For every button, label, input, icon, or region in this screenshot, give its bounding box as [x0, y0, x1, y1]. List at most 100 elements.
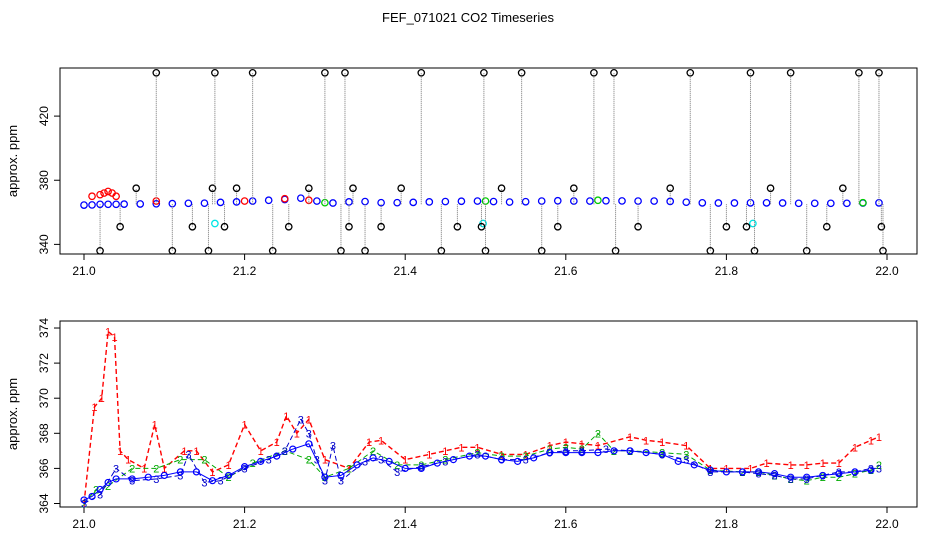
- point-marker: 1: [378, 435, 384, 447]
- point-marker: 1: [111, 332, 117, 344]
- point-marker: 2: [322, 472, 328, 484]
- data-point: [626, 447, 634, 455]
- point-marker: 1: [125, 455, 131, 467]
- point-marker: 3: [306, 428, 312, 440]
- data-point: [88, 192, 96, 201]
- data-point: [144, 473, 152, 481]
- bottom-plot-frame: [59, 320, 918, 508]
- point-marker: 1: [442, 446, 448, 458]
- data-point: [730, 199, 739, 207]
- data-point: [746, 199, 755, 207]
- data-point: [437, 246, 446, 255]
- data-point: [838, 184, 847, 193]
- point-marker: 1: [81, 498, 87, 510]
- data-point: [553, 222, 562, 231]
- data-point: [879, 246, 887, 255]
- y-tick-label: 374: [37, 318, 51, 338]
- point-marker: 2: [105, 481, 111, 493]
- data-point: [268, 246, 277, 255]
- data-point: [152, 199, 161, 208]
- point-marker: 1: [322, 455, 328, 467]
- point-marker: 2: [282, 446, 288, 458]
- data-point: [682, 198, 691, 207]
- point-marker: 3: [659, 449, 665, 461]
- data-point: [826, 199, 835, 208]
- data-point: [473, 197, 482, 205]
- point-marker: 1: [788, 460, 794, 472]
- data-point: [417, 68, 426, 77]
- data-point: [188, 222, 197, 231]
- point-marker: 3: [523, 455, 529, 467]
- data-point: [369, 454, 377, 462]
- data-point: [296, 194, 305, 203]
- data-point: [586, 197, 594, 205]
- data-point: [136, 200, 145, 208]
- data-point: [489, 197, 498, 206]
- data-point: [168, 199, 177, 208]
- data-point: [329, 199, 337, 207]
- data-point: [497, 184, 506, 193]
- data-point: [610, 68, 618, 77]
- y-tick-label: 340: [37, 234, 51, 254]
- point-marker: 1: [458, 442, 464, 454]
- point-marker: 1: [820, 458, 826, 470]
- data-point: [441, 197, 450, 206]
- point-marker: 1: [683, 441, 689, 453]
- data-point: [377, 222, 385, 231]
- data-point: [867, 466, 875, 474]
- data-point: [208, 184, 217, 193]
- point-marker: 2: [876, 460, 882, 472]
- data-point: [819, 471, 827, 480]
- data-point: [284, 222, 293, 231]
- point-marker: 3: [338, 476, 344, 488]
- data-point: [590, 68, 598, 77]
- data-point: [750, 246, 759, 255]
- data-point: [618, 197, 626, 205]
- data-point: [289, 445, 297, 453]
- x-tick-label: 21.2: [233, 517, 257, 531]
- data-point: [273, 452, 281, 460]
- data-point: [611, 246, 620, 255]
- data-point: [722, 222, 731, 231]
- data-point: [160, 471, 168, 480]
- point-marker: 2: [442, 455, 448, 467]
- data-point: [321, 473, 329, 481]
- data-point: [176, 468, 184, 476]
- point-marker: 2: [659, 448, 665, 460]
- data-point: [361, 246, 369, 255]
- data-point: [642, 449, 650, 457]
- data-point: [433, 459, 441, 467]
- x-tick-label: 21.8: [715, 517, 739, 531]
- data-point: [778, 199, 787, 207]
- point-marker: 1: [852, 442, 858, 454]
- point-marker: 3: [474, 449, 480, 461]
- point-marker: 2: [394, 460, 400, 472]
- data-point: [754, 468, 763, 476]
- point-marker: 1: [643, 435, 649, 447]
- point-marker: 3: [113, 463, 119, 475]
- data-point: [594, 196, 602, 205]
- series-5: [96, 68, 887, 255]
- data-point: [794, 199, 803, 208]
- point-marker: 1: [868, 435, 874, 447]
- point-marker: 1: [366, 437, 372, 449]
- series-line: [83, 443, 871, 501]
- data-point: [453, 222, 462, 231]
- data-point: [353, 461, 361, 469]
- point-marker: 1: [346, 463, 352, 475]
- point-marker: 1: [498, 449, 504, 461]
- y-tick-label: 372: [37, 353, 51, 373]
- data-point: [497, 456, 506, 464]
- point-marker: 3: [876, 463, 882, 475]
- data-point: [112, 475, 120, 483]
- data-point: [232, 184, 241, 193]
- data-point: [537, 246, 546, 255]
- data-point: [100, 189, 108, 197]
- point-marker: 1: [209, 467, 215, 479]
- data-point: [877, 222, 886, 231]
- point-marker: 3: [563, 446, 569, 458]
- point-marker: 2: [868, 465, 874, 477]
- data-point: [184, 199, 193, 208]
- point-marker: 3: [282, 446, 288, 458]
- point-marker: 3: [442, 456, 448, 468]
